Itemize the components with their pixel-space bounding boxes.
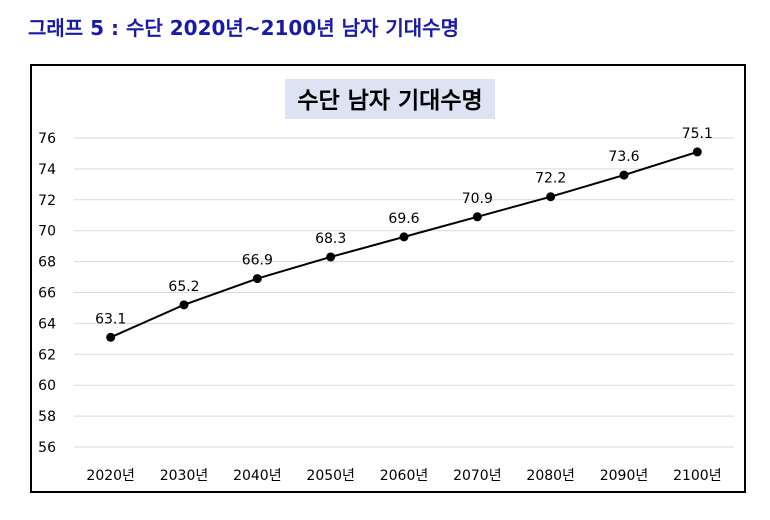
x-tick-label: 2070년 (453, 468, 502, 484)
data-point (546, 192, 556, 202)
page-caption: 그래프 5 : 수단 2020년~2100년 남자 기대수명 (28, 16, 459, 40)
chart-title: 수단 남자 기대수명 (297, 88, 482, 114)
y-axis-ticks: 56 58 60 62 64 66 68 70 72 74 76 (38, 131, 56, 456)
y-tick-label: 70 (38, 224, 56, 240)
data-point (252, 274, 262, 284)
series (106, 147, 702, 342)
data-point (619, 170, 629, 180)
y-tick-label: 68 (38, 255, 56, 271)
y-tick-label: 72 (38, 193, 56, 209)
y-tick-label: 58 (38, 409, 56, 425)
y-tick-label: 62 (38, 347, 56, 363)
y-tick-label: 66 (38, 286, 56, 302)
x-tick-label: 2090년 (600, 468, 649, 484)
x-tick-label: 2020년 (86, 468, 135, 484)
x-tick-label: 2030년 (160, 468, 209, 484)
data-labels: 63.1 65.2 66.9 68.3 69.6 70.9 72.2 73.6 75.1 (95, 126, 713, 327)
y-tick-label: 64 (38, 316, 56, 332)
data-point (399, 232, 409, 242)
x-tick-label: 2060년 (380, 468, 429, 484)
data-label: 73.6 (608, 149, 639, 165)
chart-frame: 수단 남자 기대수명 56 58 60 62 64 66 68 70 72 74 76 2020년 2… (30, 64, 746, 493)
x-tick-label: 2080년 (526, 468, 575, 484)
data-point (692, 147, 702, 157)
data-label: 63.1 (95, 311, 126, 327)
gridlines (74, 137, 734, 448)
x-tick-label: 2100년 (673, 468, 722, 484)
data-label: 68.3 (315, 231, 346, 247)
x-axis-ticks: 2020년 2030년 2040년 2050년 2060년 2070년 2080년 2090년… (86, 468, 721, 484)
data-label: 70.9 (462, 191, 493, 207)
data-label: 72.2 (535, 171, 566, 187)
data-point (472, 212, 482, 222)
data-point (106, 332, 116, 342)
data-label: 66.9 (242, 253, 273, 269)
data-label: 69.6 (388, 211, 419, 227)
x-tick-label: 2050년 (306, 468, 355, 484)
data-point (179, 300, 189, 310)
y-tick-label: 76 (38, 131, 56, 147)
data-point (326, 252, 336, 262)
series-line (110, 150, 698, 339)
chart-title-box (285, 79, 495, 119)
y-tick-label: 56 (38, 440, 56, 456)
y-tick-label: 60 (38, 378, 56, 394)
data-label: 75.1 (682, 126, 713, 142)
y-tick-label: 74 (38, 162, 56, 178)
x-tick-label: 2040년 (233, 468, 282, 484)
data-label: 65.2 (168, 279, 199, 295)
